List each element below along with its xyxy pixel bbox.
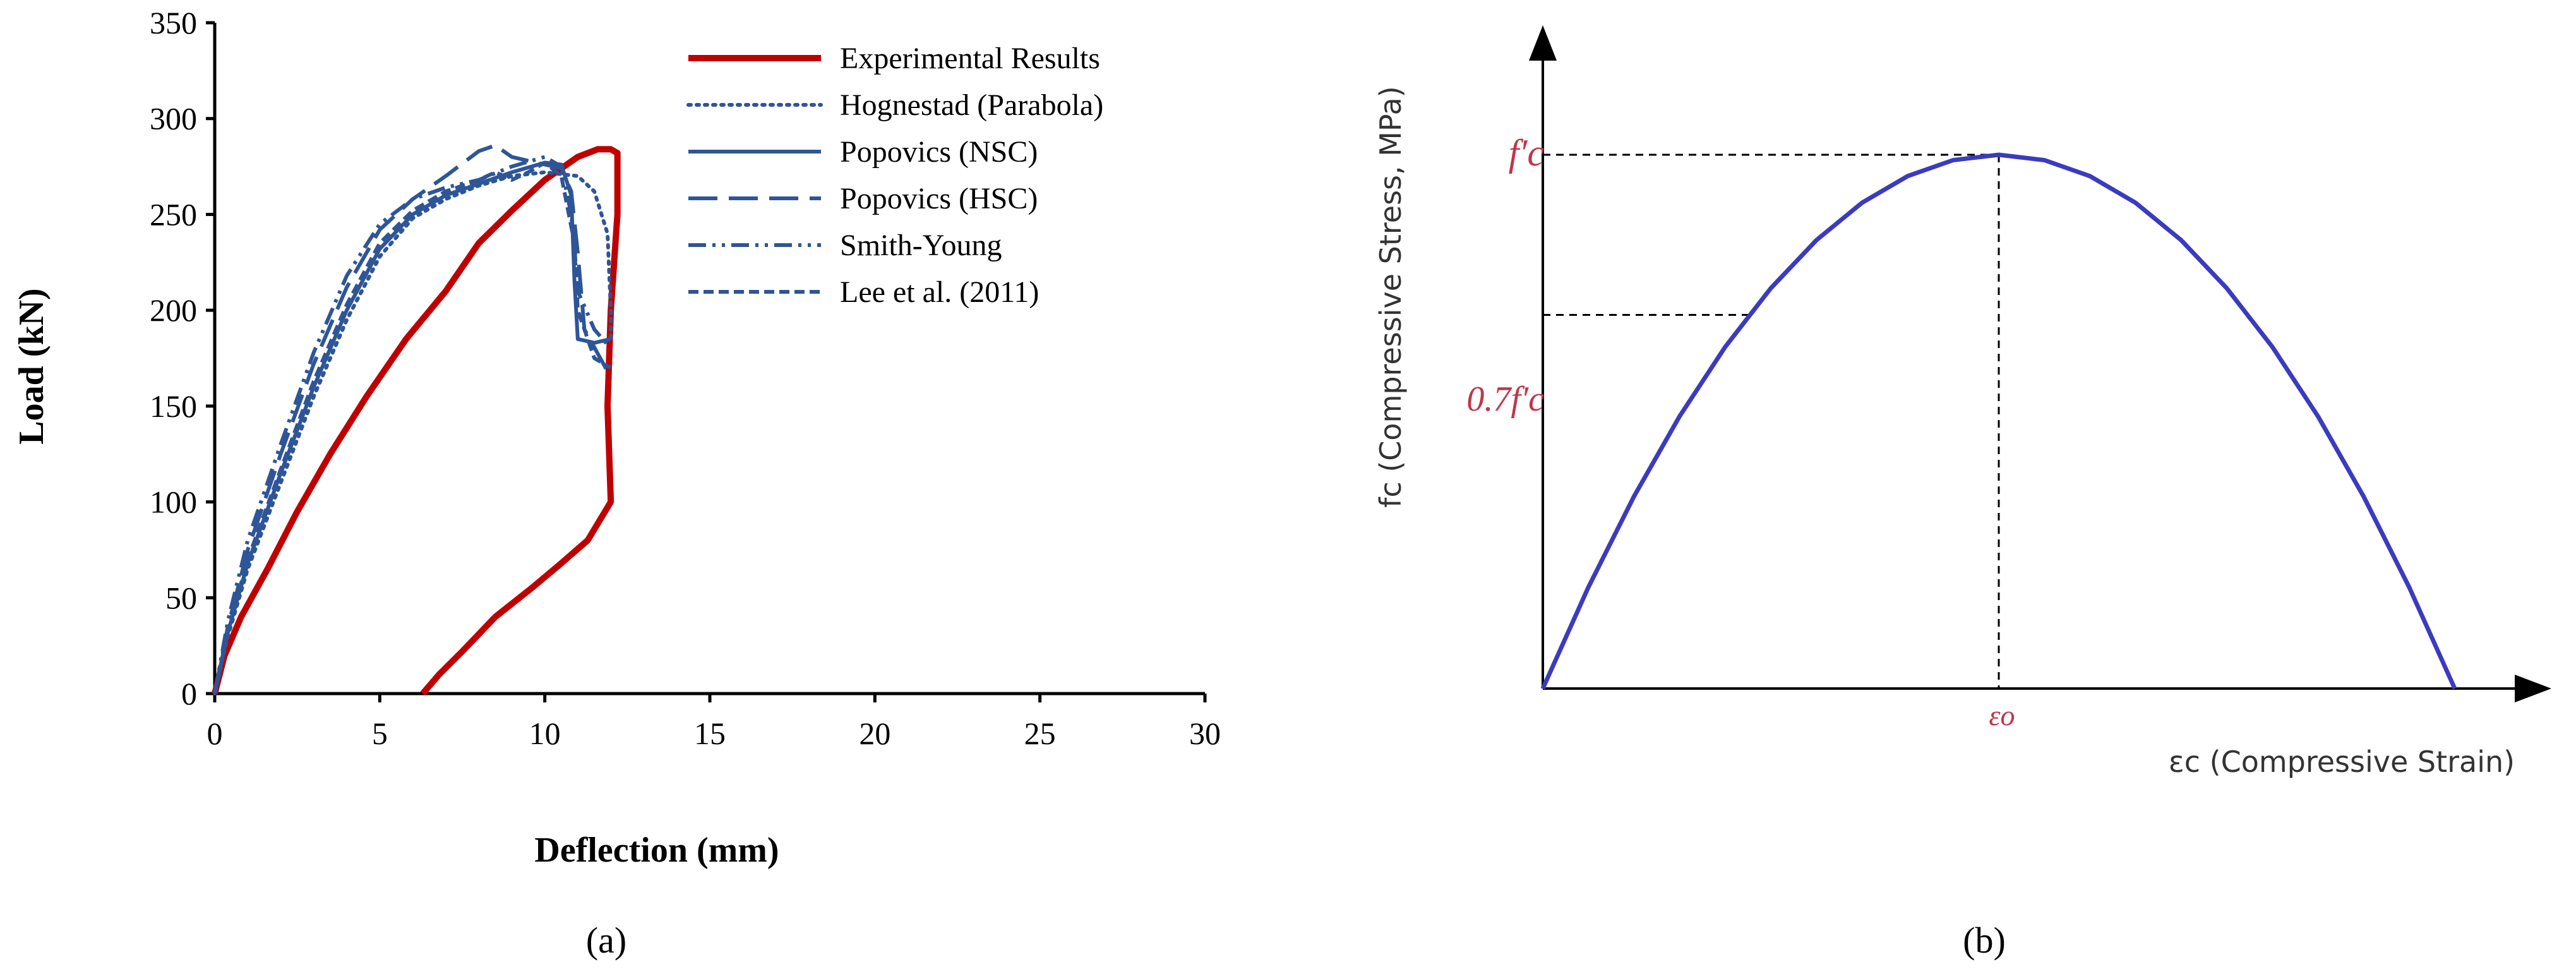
y-tick-label: 350: [150, 5, 197, 40]
seventy-percent-stress-label: 0.7f′c: [1466, 380, 1544, 419]
y-axis-title: fc (Compressive Stress, MPa): [1374, 86, 1408, 508]
x-axis-title: εc (Compressive Strain): [2169, 745, 2515, 779]
y-tick-label: 300: [150, 101, 197, 136]
x-tick-label: 5: [372, 716, 388, 751]
y-tick-labels: 0 50 100 150 200 250 300 350: [150, 5, 197, 711]
y-tick-label: 200: [150, 292, 197, 328]
legend-label: Popovics (HSC): [840, 182, 1038, 215]
panel-label-a: (a): [586, 920, 626, 961]
y-axis-arrowhead: [1529, 25, 1557, 61]
y-tick-label: 50: [165, 580, 197, 615]
x-tick-labels: 0 5 10 15 20 25 30: [207, 716, 1221, 751]
legend-label: Smith-Young: [840, 229, 1002, 262]
x-tick-label: 30: [1189, 716, 1221, 751]
series-line-1: [213, 170, 613, 695]
chart-axes: [206, 21, 1207, 702]
panel-label-b: (b): [1963, 920, 2006, 961]
y-axis-title: Load (kN): [12, 288, 51, 444]
series-line-0: [212, 146, 621, 696]
y-tick-label: 250: [150, 196, 197, 232]
series-line-3: [213, 143, 613, 694]
x-tick-label: 25: [1024, 716, 1056, 751]
series-line-4: [213, 155, 613, 694]
load-deflection-chart: 0 5 10 15 20 25 30 0 50 100 150 200 250 300 350 Exper…: [12, 5, 1221, 961]
legend: Experimental Results Hognestad (Parabola)…: [686, 42, 1103, 309]
stress-strain-curve: [1540, 152, 2457, 690]
series-line-5: [213, 160, 612, 694]
x-axis-arrowhead: [2515, 675, 2551, 702]
legend-label: Lee et al. (2011): [840, 275, 1039, 309]
y-tick-label: 100: [150, 484, 197, 520]
legend-label: Hognestad (Parabola): [840, 88, 1103, 122]
x-tick-label: 20: [859, 716, 890, 751]
legend-label: Experimental Results: [840, 42, 1100, 75]
series-line-2: [213, 160, 611, 694]
peak-strain-label: εo: [1989, 699, 2015, 731]
x-tick-label: 10: [529, 716, 561, 751]
series-lines: [212, 143, 621, 696]
peak-stress-label: f′c: [1509, 132, 1544, 174]
y-tick-label: 0: [181, 676, 197, 711]
x-tick-label: 15: [694, 716, 726, 751]
stress-strain-diagram: f′c 0.7f′c εo εc (Compressive Strain) fc…: [1374, 25, 2551, 961]
x-tick-label: 0: [207, 716, 223, 751]
y-tick-label: 150: [150, 388, 197, 424]
x-axis-title: Deflection (mm): [534, 831, 779, 870]
legend-label: Popovics (NSC): [840, 135, 1038, 169]
guide-lines: [1543, 153, 2000, 689]
diagram-axes: [1529, 25, 2551, 702]
